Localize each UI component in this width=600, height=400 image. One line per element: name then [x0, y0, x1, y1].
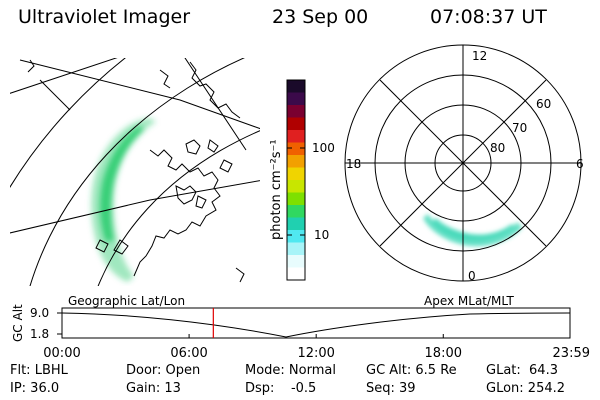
altitude-timeline: Geographic Lat/Lon Apex MLat/MLT 9.0 1.8…: [11, 294, 590, 361]
colorbar-segment: [287, 167, 305, 181]
coastlines: [27, 59, 245, 283]
auroral-oval-polar: [423, 214, 522, 247]
colorbar-segment: [287, 192, 305, 206]
instrument-title: Ultraviolet Imager: [18, 6, 191, 28]
door-info: Door: Open: [126, 363, 201, 378]
colorbar-segment: [287, 180, 305, 193]
mlt-label-18: 18: [346, 157, 361, 171]
time-tick-label: 00:00: [43, 346, 80, 361]
lat-label-60: 60: [536, 97, 551, 111]
timeline-axis-label: GC Alt: [11, 304, 25, 342]
time-tick-label: 12:00: [297, 346, 334, 361]
colorbar-unit-label: photon cm⁻²s⁻¹: [269, 139, 284, 240]
filter-info: Flt: LBHL: [10, 363, 68, 378]
colorbar-segment: [287, 230, 305, 243]
time-tick-label: 06:00: [170, 346, 207, 361]
geo-grid: [10, 58, 260, 286]
mlt-label-0: 0: [468, 269, 476, 283]
mlt-diagonal-2: [379, 79, 547, 247]
timeline-y-bottom: 1.8: [30, 327, 49, 341]
gain-info: Gain: 13: [126, 381, 181, 396]
seq-info: Seq: 39: [366, 381, 416, 396]
colorbar-segment: [287, 130, 305, 143]
lat-label-80: 80: [490, 141, 505, 155]
polar-plot: 12 18 6 0 60 70 80: [344, 44, 584, 283]
colorbar-segment: [287, 217, 305, 231]
glon-info: GLon: 254.2: [486, 381, 566, 396]
colorbar-segment: [287, 92, 305, 106]
colorbar-segment: [287, 105, 305, 118]
timeline-left-title: Geographic Lat/Lon: [68, 294, 185, 308]
altitude-curve: [61, 312, 571, 338]
colorbar-segment: [287, 155, 305, 168]
lat-label-70: 70: [512, 121, 527, 135]
time-tick-label: 23:59: [553, 346, 590, 361]
colorbar-segment: [287, 117, 305, 131]
timeline-frame: [61, 307, 571, 339]
timeline-y-top: 9.0: [30, 306, 49, 320]
time-tick-label: 18:00: [425, 346, 462, 361]
colorbar-segment: [287, 267, 305, 281]
colorbar-segment: [287, 255, 305, 268]
colorbar-tick-10: 10: [314, 228, 329, 242]
auroral-oval-geographic: [91, 118, 156, 282]
time-label: 07:08:37 UT: [430, 6, 547, 28]
colorbar-segment: [287, 142, 305, 156]
glat-info: GLat: 64.3: [486, 363, 558, 378]
colorbar-segment: [287, 242, 305, 256]
mlt-label-6: 6: [576, 157, 584, 171]
date-label: 23 Sep 00: [272, 6, 369, 28]
dsp-info: Dsp: -0.5: [245, 381, 317, 396]
mlt-label-12: 12: [472, 49, 487, 63]
mode-info: Mode: Normal: [245, 363, 336, 378]
colorbar-segment: [287, 80, 305, 93]
colorbar: 100 10 photon cm⁻²s⁻¹: [269, 79, 335, 281]
timeline-right-title: Apex MLat/MLT: [424, 294, 514, 308]
geographic-map: [10, 58, 260, 286]
ip-info: IP: 36.0: [10, 381, 60, 396]
gc-alt-info: GC Alt: 6.5 Re: [366, 363, 457, 378]
colorbar-segment: [287, 205, 305, 218]
colorbar-tick-100: 100: [312, 141, 335, 155]
